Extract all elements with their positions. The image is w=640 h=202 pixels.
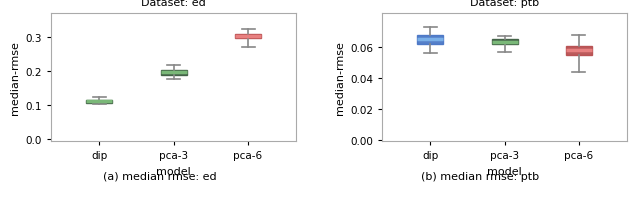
PathPatch shape	[566, 46, 592, 56]
X-axis label: model: model	[156, 166, 191, 176]
PathPatch shape	[86, 100, 113, 103]
PathPatch shape	[492, 40, 518, 45]
Text: (b) median rmse: ptb: (b) median rmse: ptb	[421, 171, 539, 181]
Y-axis label: median-rmse: median-rmse	[335, 41, 344, 115]
Title: Dataset: ptb: Dataset: ptb	[470, 0, 540, 8]
PathPatch shape	[235, 35, 261, 39]
Text: (a) median rmse: ed: (a) median rmse: ed	[103, 171, 217, 181]
X-axis label: model: model	[487, 166, 522, 176]
PathPatch shape	[417, 36, 444, 45]
PathPatch shape	[161, 71, 187, 75]
Y-axis label: median-rmse: median-rmse	[10, 41, 20, 115]
Title: Dataset: ed: Dataset: ed	[141, 0, 206, 8]
